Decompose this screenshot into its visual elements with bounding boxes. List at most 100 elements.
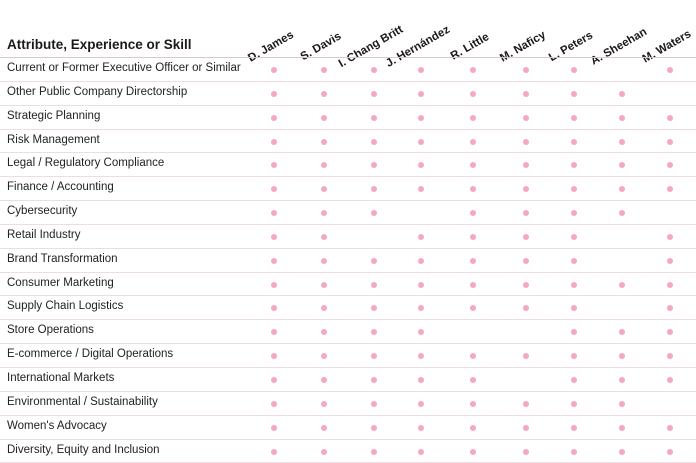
skill-dot [418,400,424,407]
skill-dot [418,90,424,97]
attribute-label: Supply Chain Logistics [7,300,124,313]
skill-dot [667,114,673,121]
skill-dot [571,233,577,240]
skill-dot [418,162,424,169]
skill-dot [271,233,277,240]
skill-dot [667,257,673,264]
skill-dot [418,138,424,145]
skill-dot [371,138,377,145]
matrix-title: Attribute, Experience or Skill [7,37,192,52]
skill-dot [470,186,476,193]
skill-dot [371,329,377,336]
skill-dot [321,329,327,336]
skill-dot [271,448,277,455]
skill-dot [321,257,327,264]
skill-dot [571,138,577,145]
skill-dot [271,281,277,288]
skill-dot [371,281,377,288]
table-row: Supply Chain Logistics [0,296,696,321]
skill-dot [371,305,377,312]
attribute-label: Risk Management [7,133,100,146]
skill-dot [418,448,424,455]
skill-dot [321,400,327,407]
attribute-label: Store Operations [7,324,94,337]
skill-dot [321,138,327,145]
skill-dot [418,186,424,193]
skill-dot [470,281,476,288]
skill-dot [667,376,673,383]
attribute-label: International Markets [7,371,115,384]
skill-dot [271,424,277,431]
skill-dot [667,281,673,288]
skill-dot [470,424,476,431]
skill-dot [619,376,625,383]
skill-dot [470,400,476,407]
skill-dot [523,67,529,73]
table-row: Diversity, Equity and Inclusion [0,440,696,463]
skill-dot [321,186,327,193]
skill-dot [667,233,673,240]
table-row: Legal / Regulatory Compliance [0,153,696,178]
skill-dot [271,400,277,407]
skill-dot [571,210,577,217]
skill-dot [271,329,277,336]
matrix-rows: Current or Former Executive Officer or S… [0,58,696,463]
skill-dot [470,67,476,73]
skill-dot [523,353,529,360]
skill-dot [271,114,277,121]
skill-dot [523,90,529,97]
skill-dot [371,400,377,407]
skill-dot [571,162,577,169]
skill-dot [523,233,529,240]
table-row: Brand Transformation [0,249,696,273]
skill-dot [371,67,377,73]
skill-dot [523,114,529,121]
skill-dot [470,233,476,240]
skill-dot [321,233,327,240]
skill-dot [321,281,327,288]
skill-dot [523,138,529,145]
skill-dot [271,376,277,383]
attribute-label: Other Public Company Directorship [7,85,188,98]
skill-dot [321,353,327,360]
skill-dot [470,90,476,97]
attribute-label: Legal / Regulatory Compliance [7,157,165,170]
table-row: Current or Former Executive Officer or S… [0,58,696,82]
skill-dot [667,67,673,73]
table-row: Finance / Accounting [0,177,696,202]
skill-dot [321,376,327,383]
skill-dot [271,353,277,360]
skill-dot [371,210,377,217]
skill-dot [271,67,277,73]
skill-dot [470,353,476,360]
attribute-label: Diversity, Equity and Inclusion [7,443,160,456]
skill-dot [667,186,673,193]
skill-dot [619,186,625,193]
skill-dot [523,448,529,455]
skill-dot [418,329,424,336]
skill-dot [321,424,327,431]
skill-dot [619,114,625,121]
skill-dot [470,448,476,455]
skill-dot [321,114,327,121]
skill-dot [371,424,377,431]
skill-dot [470,305,476,312]
skill-dot [418,353,424,360]
skill-dot [271,162,277,169]
skill-dot [571,353,577,360]
skill-dot [571,305,577,312]
skill-dot [619,90,625,97]
attribute-label: E-commerce / Digital Operations [7,348,174,361]
skill-dot [667,424,673,431]
skill-dot [271,186,277,193]
skill-dot [321,162,327,169]
attribute-label: Women's Advocacy [7,419,107,432]
skill-dot [571,90,577,97]
skill-dot [470,376,476,383]
skill-dot [418,376,424,383]
skill-dot [271,210,277,217]
skill-dot [371,90,377,97]
skill-dot [619,281,625,288]
skill-dot [418,67,424,73]
